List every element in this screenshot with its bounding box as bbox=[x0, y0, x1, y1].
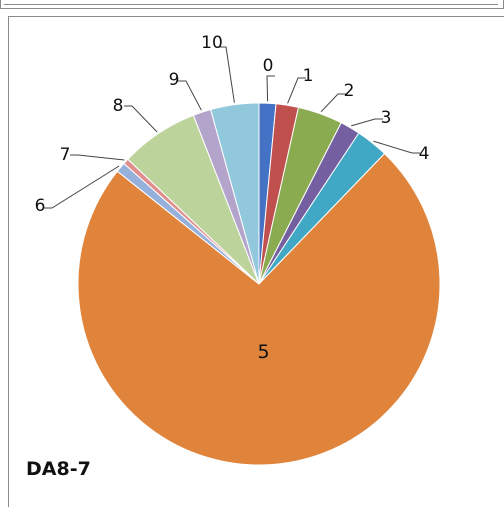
slice-label-0: 0 bbox=[263, 56, 274, 76]
slice-labels: 0 1 2 3 4 5 6 7 8 9 10 bbox=[35, 33, 430, 363]
slice-label-8: 8 bbox=[113, 96, 124, 116]
slice-label-1: 1 bbox=[303, 66, 314, 86]
leader-line-2 bbox=[320, 93, 346, 113]
slice-label-7: 7 bbox=[60, 145, 71, 165]
leader-line-9 bbox=[178, 80, 202, 111]
leader-line-3 bbox=[351, 118, 383, 127]
slice-label-4: 4 bbox=[419, 144, 430, 164]
slice-label-2: 2 bbox=[344, 81, 355, 101]
leader-line-8 bbox=[124, 105, 158, 133]
leader-line-7 bbox=[70, 154, 125, 161]
leader-line-0 bbox=[266, 75, 275, 102]
slice-label-5: 5 bbox=[257, 341, 269, 363]
slice-label-9: 9 bbox=[169, 70, 180, 90]
pie-slices bbox=[77, 102, 441, 466]
leader-line-6 bbox=[44, 165, 120, 209]
pie-slice-5 bbox=[77, 152, 441, 466]
previous-chart-frame-inner bbox=[4, 2, 498, 5]
slice-label-3: 3 bbox=[381, 108, 392, 128]
leader-lines bbox=[44, 46, 420, 209]
slice-label-6: 6 bbox=[35, 196, 46, 216]
leader-line-10 bbox=[218, 46, 235, 103]
chart-title: DA8-7 bbox=[26, 458, 91, 480]
leader-line-4 bbox=[373, 140, 420, 154]
leader-line-1 bbox=[287, 77, 306, 104]
slice-label-10: 10 bbox=[201, 33, 223, 53]
pie-slice-10 bbox=[210, 102, 260, 285]
